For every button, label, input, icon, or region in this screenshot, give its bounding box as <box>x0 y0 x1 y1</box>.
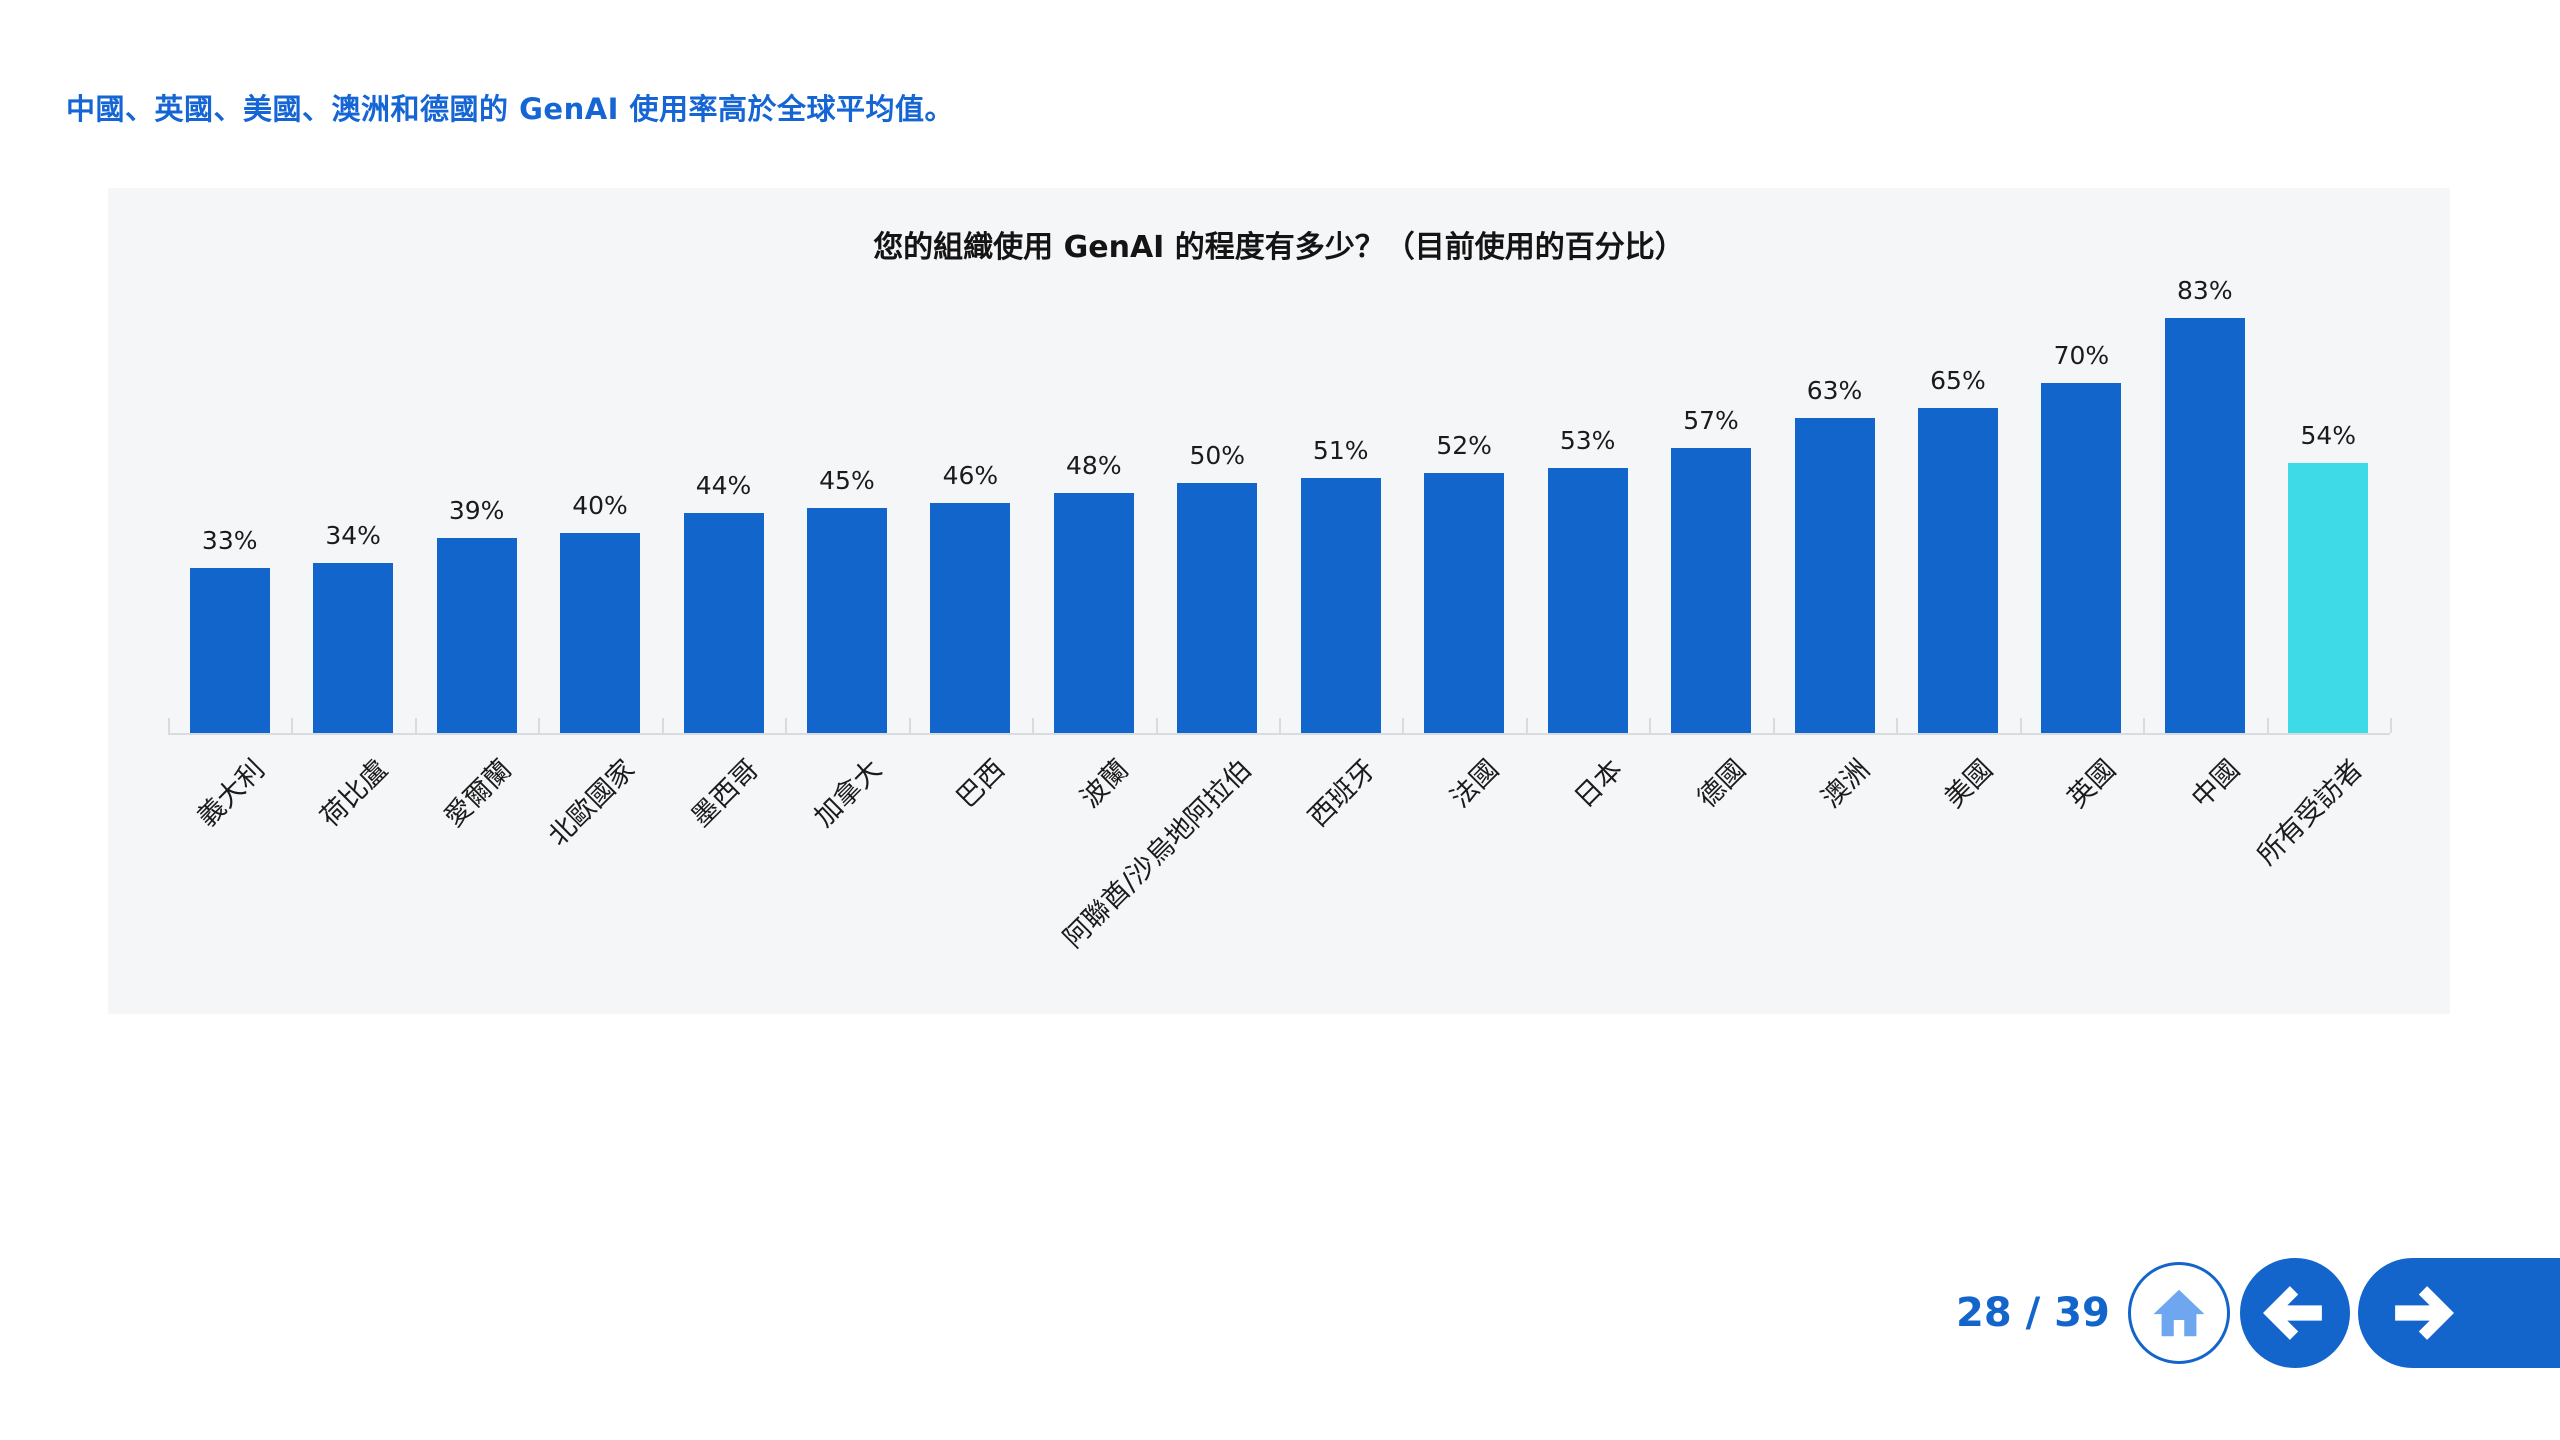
bar-value-label: 65% <box>1930 366 1986 395</box>
x-axis-tick <box>414 718 417 733</box>
bar <box>1917 408 1998 733</box>
x-axis-label: 中國 <box>2185 753 2246 815</box>
x-axis-label: 德國 <box>1691 753 1752 815</box>
bar-value-label: 83% <box>2177 276 2233 305</box>
bar <box>2041 383 2122 733</box>
chart-panel: 您的組織使用 GenAI 的程度有多少？（目前使用的百分比） 33% 義大利 34%… <box>108 188 2450 1014</box>
bar-value-label: 45% <box>819 466 875 495</box>
bar <box>2288 463 2369 733</box>
x-axis-label: 義大利 <box>191 753 271 834</box>
bar <box>683 513 764 733</box>
x-axis-line <box>168 733 2390 735</box>
bar-value-label: 57% <box>1683 406 1739 435</box>
bar <box>313 563 394 733</box>
x-axis-tick <box>1032 718 1035 733</box>
x-axis-label: 巴西 <box>951 753 1012 815</box>
bar-value-label: 40% <box>572 491 628 520</box>
bar-value-label: 48% <box>1066 451 1122 480</box>
x-axis-tick <box>2390 718 2392 733</box>
bar <box>2164 318 2245 733</box>
bar-value-label: 53% <box>1559 426 1616 455</box>
bar-value-label: 34% <box>325 521 381 550</box>
bar <box>806 508 887 733</box>
bar <box>1300 478 1381 733</box>
x-axis-label: 西班牙 <box>1302 753 1382 834</box>
home-icon <box>2153 1289 2205 1337</box>
x-axis-tick <box>1525 718 1528 733</box>
home-button[interactable] <box>2128 1262 2230 1364</box>
bar <box>1053 493 1134 733</box>
x-axis-label: 澳洲 <box>1815 753 1876 815</box>
bar-value-label: 39% <box>448 496 505 525</box>
x-axis-tick <box>291 718 294 733</box>
chart-title: 您的組織使用 GenAI 的程度有多少？（目前使用的百分比） <box>873 230 1685 265</box>
bar-value-label: 44% <box>695 471 752 500</box>
x-axis-tick <box>1402 718 1405 733</box>
x-axis-tick <box>1279 718 1281 733</box>
bar-value-label: 52% <box>1436 431 1492 460</box>
x-axis-label: 美國 <box>1938 753 1999 815</box>
bar <box>930 503 1011 733</box>
x-axis-tick <box>908 718 911 733</box>
x-axis-label: 墨西哥 <box>685 753 765 834</box>
bar <box>1671 448 1752 733</box>
x-axis-label: 加拿大 <box>808 753 888 834</box>
x-axis-tick <box>1649 718 1652 733</box>
bar-value-label: 50% <box>1189 441 1246 470</box>
bar <box>436 538 517 733</box>
x-axis-label: 北歐國家 <box>542 753 641 853</box>
bar-chart-plot: 33% 義大利 34% 荷比盧 39% 愛爾蘭 40% 北歐國家 44% 墨西哥 45% 加拿大 46%… <box>108 188 2450 1014</box>
arrow-left-icon <box>2263 1286 2322 1340</box>
x-axis-tick <box>538 718 541 733</box>
x-axis-tick <box>1155 718 1158 733</box>
x-axis-label: 英國 <box>2062 753 2123 815</box>
bar <box>1177 483 1258 733</box>
bar <box>560 533 641 733</box>
bar-value-label: 51% <box>1312 436 1369 465</box>
x-axis-tick <box>1896 718 1899 733</box>
bar <box>1794 418 1875 733</box>
bar-value-label: 46% <box>942 461 999 490</box>
bar <box>189 568 270 733</box>
slide-headline: 中國、英國、美國、澳洲和德國的 GenAI 使用率高於全球平均值。 <box>66 92 955 126</box>
x-axis-tick <box>2266 718 2269 733</box>
arrow-right-icon <box>2395 1286 2454 1340</box>
x-axis-label: 日本 <box>1568 753 1629 815</box>
x-axis-tick <box>661 718 664 733</box>
bar <box>1547 468 1628 733</box>
next-button[interactable] <box>2358 1258 2560 1368</box>
x-axis-label: 荷比盧 <box>314 753 395 834</box>
bar <box>1424 473 1505 733</box>
x-axis-label: 法國 <box>1444 753 1506 815</box>
x-axis-label: 愛爾蘭 <box>438 753 518 834</box>
x-axis-tick <box>1772 718 1775 733</box>
x-axis-tick <box>785 718 788 733</box>
x-axis-label: 所有受訪者 <box>2251 753 2370 872</box>
bar-value-label: 33% <box>201 526 258 555</box>
page-indicator: 28 / 39 <box>1956 1290 2110 1336</box>
prev-button[interactable] <box>2240 1258 2350 1368</box>
bar-value-label: 54% <box>2300 421 2357 450</box>
x-axis-tick <box>168 718 170 733</box>
bar-value-label: 63% <box>1806 376 1863 405</box>
x-axis-tick <box>2019 718 2022 733</box>
bar-value-label: 70% <box>2053 341 2110 370</box>
x-axis-tick <box>2143 718 2146 733</box>
x-axis-label: 波蘭 <box>1074 753 1135 815</box>
